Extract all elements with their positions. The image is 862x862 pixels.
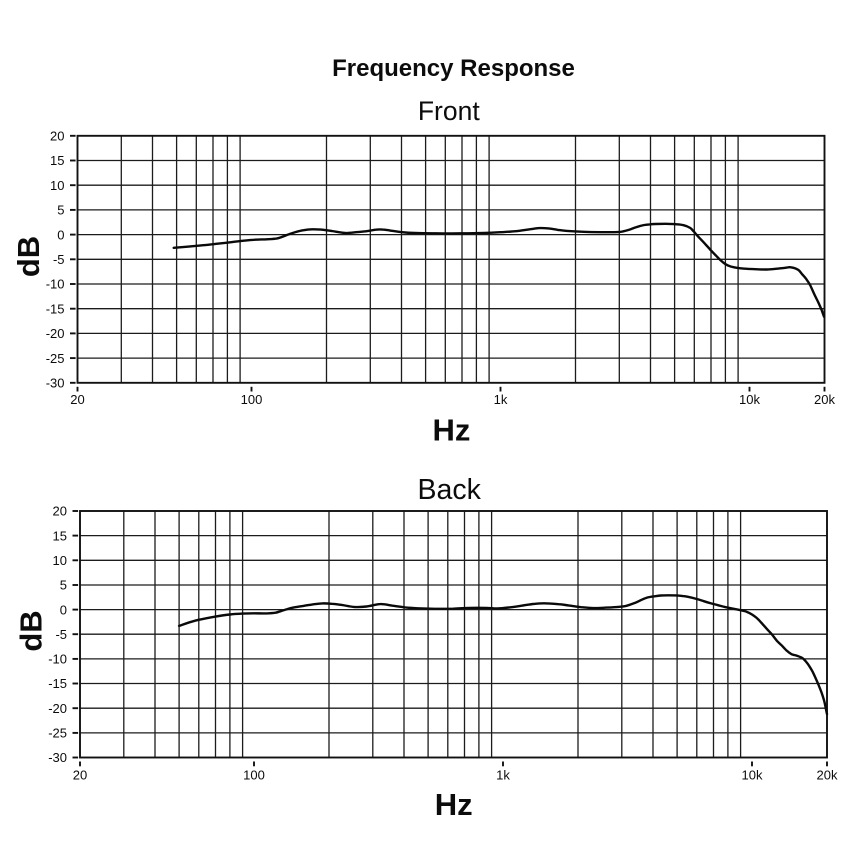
svg-text:20: 20 — [73, 768, 87, 783]
svg-text:-10: -10 — [46, 277, 65, 292]
svg-text:-25: -25 — [46, 351, 65, 366]
svg-text:20: 20 — [53, 504, 67, 519]
svg-text:-5: -5 — [53, 252, 65, 267]
svg-text:100: 100 — [243, 768, 265, 783]
svg-text:1k: 1k — [496, 768, 510, 783]
svg-text:dB: dB — [14, 610, 49, 651]
svg-text:Hz: Hz — [432, 412, 470, 447]
svg-text:-20: -20 — [48, 701, 67, 716]
svg-text:-5: -5 — [55, 627, 67, 642]
svg-text:0: 0 — [60, 602, 67, 617]
svg-text:-15: -15 — [48, 676, 67, 691]
svg-text:10k: 10k — [739, 392, 760, 407]
svg-text:5: 5 — [57, 203, 64, 218]
svg-text:Frequency Response: Frequency Response — [332, 55, 575, 82]
svg-text:20k: 20k — [814, 392, 835, 407]
svg-text:15: 15 — [50, 153, 64, 168]
svg-text:Hz: Hz — [435, 787, 473, 822]
svg-text:Front: Front — [418, 96, 480, 126]
svg-text:-20: -20 — [46, 326, 65, 341]
svg-text:-10: -10 — [48, 652, 67, 667]
svg-text:-15: -15 — [46, 301, 65, 316]
svg-text:0: 0 — [57, 227, 64, 242]
svg-text:10: 10 — [53, 553, 67, 568]
svg-text:-30: -30 — [46, 376, 65, 391]
svg-text:15: 15 — [53, 528, 67, 543]
svg-text:-25: -25 — [48, 726, 67, 741]
svg-text:20: 20 — [70, 392, 84, 407]
svg-text:10: 10 — [50, 178, 64, 193]
svg-text:dB: dB — [11, 236, 46, 277]
svg-text:-30: -30 — [48, 750, 67, 765]
svg-text:20: 20 — [50, 129, 64, 144]
svg-text:20k: 20k — [817, 768, 838, 783]
svg-text:1k: 1k — [494, 392, 508, 407]
svg-text:Back: Back — [418, 474, 482, 506]
svg-text:10k: 10k — [742, 768, 763, 783]
svg-text:100: 100 — [241, 392, 263, 407]
svg-text:5: 5 — [60, 578, 67, 593]
